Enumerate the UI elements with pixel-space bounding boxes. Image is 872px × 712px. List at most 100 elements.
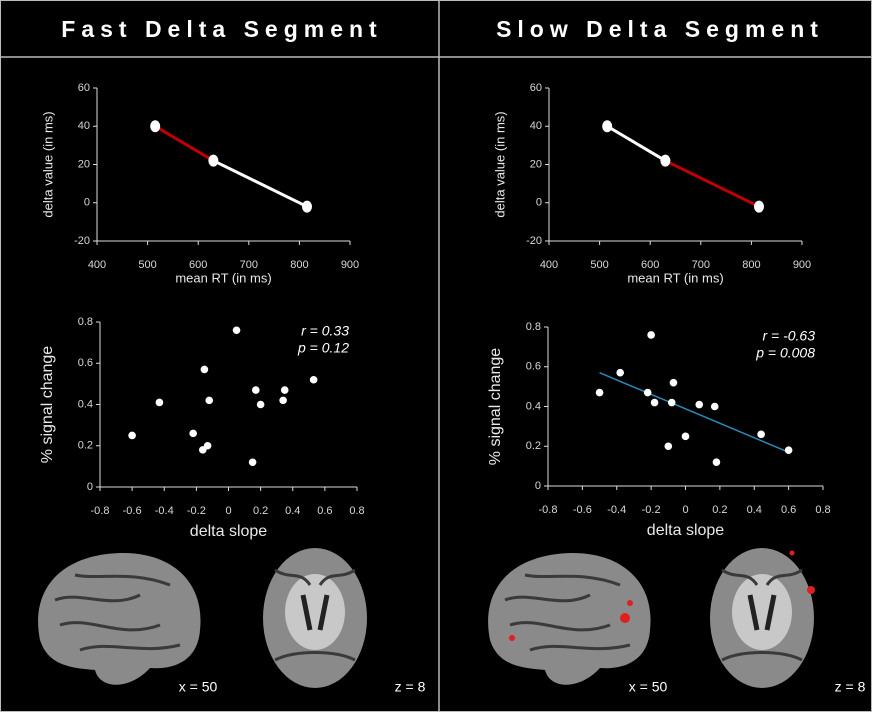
x-tick-label: 0.8 <box>815 504 830 516</box>
x-axis-label: mean RT (in ms) <box>175 270 271 285</box>
x-tick-label: -0.2 <box>642 504 661 516</box>
scatter-point <box>668 399 676 407</box>
x-tick-label: -0.6 <box>573 504 592 516</box>
scatter-point <box>281 386 289 394</box>
scatter-point <box>310 376 318 384</box>
x-axis-label: mean RT (in ms) <box>627 270 723 285</box>
x-tick-label: -0.8 <box>91 505 110 517</box>
x-tick-label: 600 <box>189 259 207 271</box>
x-axis-label: delta slope <box>647 522 724 539</box>
x-tick-label: 0.4 <box>747 504 762 516</box>
scatter-point <box>128 432 136 440</box>
y-axis-label: delta value (in ms) <box>40 111 55 217</box>
y-axis-label: % signal change <box>487 348 504 466</box>
marker <box>208 155 218 167</box>
scatter-point <box>204 442 212 450</box>
y-tick-label: 0 <box>536 197 542 209</box>
slice-label: x = 50 <box>179 679 218 695</box>
scatter-point <box>156 399 164 407</box>
y-tick-label: 0.2 <box>526 440 541 452</box>
x-tick-label: 900 <box>793 259 811 271</box>
x-tick-label: -0.8 <box>539 504 558 516</box>
y-tick-label: 60 <box>530 82 542 94</box>
y-tick-label: 20 <box>78 158 90 170</box>
scatter-point <box>257 401 265 409</box>
y-tick-label: 0.8 <box>526 321 541 333</box>
x-tick-label: 400 <box>540 259 558 271</box>
scatter-point <box>651 399 659 407</box>
y-tick-label: 0 <box>84 197 90 209</box>
scatter-point <box>233 326 241 334</box>
y-axis-label: % signal change <box>39 346 56 464</box>
y-tick-label: 40 <box>530 120 542 132</box>
y-tick-label: 0.6 <box>78 357 93 369</box>
y-tick-label: 0 <box>87 481 93 493</box>
y-tick-label: -20 <box>74 235 90 247</box>
x-tick-label: -0.2 <box>187 505 206 517</box>
y-tick-label: 0 <box>535 480 541 492</box>
panel-title: Slow Delta Segment <box>496 16 824 42</box>
y-tick-label: 0.8 <box>78 316 93 328</box>
annotation: p = 0.12 <box>297 340 349 356</box>
scatter-point <box>713 458 721 466</box>
brain-axial <box>263 548 367 688</box>
scatter-point <box>249 458 257 466</box>
scatter-point <box>665 442 673 450</box>
annotation: r = -0.63 <box>762 328 815 344</box>
x-tick-label: 500 <box>590 259 608 271</box>
annotation: r = 0.33 <box>301 323 349 339</box>
scatter-point <box>201 366 209 374</box>
annotation: p = 0.008 <box>755 345 815 361</box>
x-axis-label: delta slope <box>190 523 267 540</box>
x-tick-label: 900 <box>341 259 359 271</box>
slice-label: z = 8 <box>835 679 866 695</box>
x-tick-label: 700 <box>692 259 710 271</box>
panel-title: Fast Delta Segment <box>61 16 382 42</box>
scatter-point <box>252 386 260 394</box>
x-tick-label: -0.4 <box>155 505 174 517</box>
y-tick-label: 0.2 <box>78 440 93 452</box>
x-tick-label: 0.4 <box>285 505 300 517</box>
x-tick-label: 0.6 <box>317 505 332 517</box>
scatter-point <box>616 369 624 377</box>
scatter-point <box>757 431 765 439</box>
marker <box>754 201 764 213</box>
x-tick-label: 800 <box>290 259 308 271</box>
y-tick-label: 20 <box>530 158 542 170</box>
scatter-point <box>644 389 652 397</box>
page: {"panels": [ {"title": "Fast Delta Segme… <box>0 0 872 712</box>
scatter-point <box>596 389 604 397</box>
y-tick-label: 0.6 <box>526 361 541 373</box>
scatter-point <box>711 403 719 411</box>
marker <box>150 120 160 132</box>
x-tick-label: 700 <box>240 259 258 271</box>
slice-label: z = 8 <box>395 679 426 695</box>
scatter-point <box>189 430 197 438</box>
scatter-point <box>785 446 793 454</box>
x-tick-label: 800 <box>742 259 760 271</box>
x-tick-label: 0 <box>682 504 688 516</box>
x-tick-label: 500 <box>138 259 156 271</box>
slice-label: x = 50 <box>629 679 668 695</box>
y-tick-label: -20 <box>526 235 542 247</box>
x-tick-label: 0.2 <box>712 504 727 516</box>
x-tick-label: 0.6 <box>781 504 796 516</box>
y-tick-label: 0.4 <box>78 398 93 410</box>
marker <box>602 120 612 132</box>
scatter-point <box>279 397 287 405</box>
scatter-point <box>647 331 655 339</box>
y-tick-label: 40 <box>78 120 90 132</box>
y-axis-label: delta value (in ms) <box>492 111 507 217</box>
marker <box>302 201 312 213</box>
scatter-point <box>670 379 678 387</box>
scatter-point <box>695 401 703 409</box>
x-tick-label: 600 <box>641 259 659 271</box>
y-tick-label: 0.4 <box>526 400 541 412</box>
marker <box>660 155 670 167</box>
x-tick-label: 0.2 <box>253 505 268 517</box>
x-tick-label: -0.6 <box>123 505 142 517</box>
y-tick-label: 60 <box>78 82 90 94</box>
scatter-point <box>682 433 690 441</box>
x-tick-label: 400 <box>88 259 106 271</box>
scatter-point <box>205 397 213 405</box>
